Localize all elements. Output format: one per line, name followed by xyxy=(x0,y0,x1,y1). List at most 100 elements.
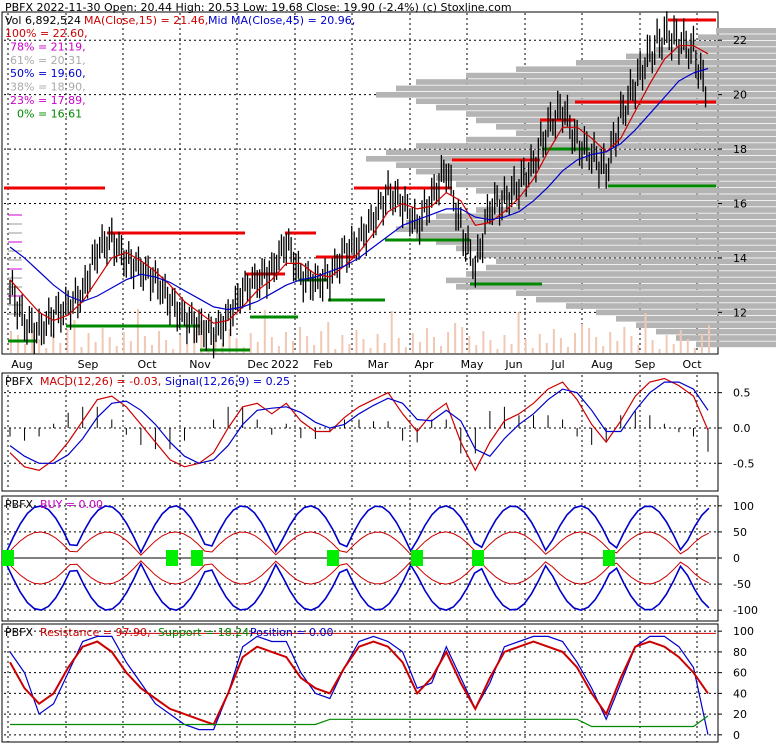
position-ytick-label-4: 20 xyxy=(733,708,747,721)
volume-profile-bar-3 xyxy=(656,47,776,53)
x-label-10: Jun xyxy=(504,358,522,371)
volume-bar-47 xyxy=(341,335,344,353)
volume-bar-25 xyxy=(186,344,189,353)
buy-text: BUY = 0.00 xyxy=(40,498,103,511)
volume-profile-bar-7 xyxy=(466,72,776,79)
volume-bar-70 xyxy=(503,335,506,353)
volume-bar-82 xyxy=(588,328,591,353)
volume-bar-38 xyxy=(277,346,280,353)
volume-bar-77 xyxy=(552,329,555,353)
volume-bar-23 xyxy=(172,349,175,353)
x-label-3: Nov xyxy=(189,358,211,371)
volume-bar-42 xyxy=(306,336,309,353)
volume-bar-11 xyxy=(87,333,90,353)
volume-profile-bar-26 xyxy=(496,194,776,200)
volume-profile-bar-45 xyxy=(616,316,776,322)
volume-bar-75 xyxy=(538,334,541,353)
resistance-text: Resistance = 97.90, xyxy=(40,626,150,639)
volume-profile-bar-32 xyxy=(416,232,776,239)
buy-ticker: PBFX xyxy=(5,498,34,511)
volume-profile-bar-1 xyxy=(698,34,776,40)
volume-bar-56 xyxy=(404,347,407,353)
volume-bar-39 xyxy=(284,332,287,353)
volume-profile-bar-10 xyxy=(376,92,776,98)
support-line xyxy=(10,715,709,728)
price-ytick-label-4: 20 xyxy=(733,89,747,102)
volume-profile-bar-43 xyxy=(566,303,776,309)
volume-bar-98 xyxy=(700,334,703,353)
volume-profile-bar-6 xyxy=(516,66,776,72)
volume-bar-74 xyxy=(531,348,534,353)
volume-bar-22 xyxy=(165,340,168,353)
volume-bar-46 xyxy=(334,349,337,353)
volume-bar-6 xyxy=(52,334,55,353)
volume-bar-21 xyxy=(158,331,161,353)
price-ytick-label-0: 12 xyxy=(733,306,747,319)
volume-profile-bar-35 xyxy=(476,252,776,258)
volume-bar-69 xyxy=(496,349,499,353)
buy-upper-band xyxy=(5,504,710,555)
volume-profile-bar-8 xyxy=(416,79,776,85)
volume-bar-53 xyxy=(383,343,386,353)
price-ytick-label-3: 18 xyxy=(733,143,747,156)
volume-profile-bar-21 xyxy=(396,162,776,168)
volume-bar-67 xyxy=(482,331,485,353)
resistance-line xyxy=(9,640,709,726)
volume-profile-bar-38 xyxy=(466,271,776,277)
buy-signal-mark-1 xyxy=(166,550,178,566)
volume-bar-19 xyxy=(143,336,146,353)
price-ytick-label-1: 14 xyxy=(733,252,747,265)
volume-profile-bar-34 xyxy=(456,245,776,252)
volume-bar-18 xyxy=(136,309,139,353)
volume-profile-bar-46 xyxy=(636,322,776,328)
position-line xyxy=(9,635,709,735)
volume-bar-8 xyxy=(66,329,69,353)
volume-bar-89 xyxy=(637,345,640,353)
volume-bar-27 xyxy=(200,321,203,353)
macd-ytick-label-0: 0.5 xyxy=(733,387,751,400)
volume-bar-59 xyxy=(425,328,428,353)
buy-ytick-label-4: -100 xyxy=(733,604,758,617)
position-panel: 100 80 60 40 20 0 PBFX Resistance = 97.90, Su… xyxy=(1,623,754,743)
volume-bar-17 xyxy=(129,341,132,353)
volume-bar-5 xyxy=(45,348,48,353)
volume-bar-79 xyxy=(566,347,569,353)
price-ytick-label-2: 16 xyxy=(733,197,747,210)
volume-bar-65 xyxy=(468,336,471,353)
volume-bar-1 xyxy=(17,335,20,353)
buy-panel: 100 50 0 -50 -100 PBFX BUY = 0.00 xyxy=(1,495,758,622)
buy-signal-mark-0 xyxy=(2,550,14,566)
position-panel-frame xyxy=(1,623,719,743)
volume-profile-bar-36 xyxy=(496,258,776,264)
volume-profile-bar-18 xyxy=(416,143,776,149)
volume-bar-9 xyxy=(73,320,76,353)
volume-bar-78 xyxy=(559,338,562,353)
volume-profile-bar-42 xyxy=(536,296,776,303)
volume-profile-bar-0 xyxy=(716,28,776,34)
volume-bar-84 xyxy=(602,346,605,353)
volume-bar-86 xyxy=(616,341,619,353)
volume-bar-72 xyxy=(517,312,520,353)
volume-bar-50 xyxy=(362,339,365,353)
volume-profile-bar-28 xyxy=(476,207,776,213)
x-label-7: Mar xyxy=(368,358,389,371)
position-ytick-label-3: 40 xyxy=(733,687,747,700)
volume-bar-62 xyxy=(447,332,450,353)
volume-bar-85 xyxy=(609,332,612,353)
buy-ytick-label-3: -50 xyxy=(733,578,751,591)
buy-signal-mark-5 xyxy=(472,550,484,566)
x-label-4: Dec xyxy=(247,358,268,371)
volume-bar-95 xyxy=(679,330,682,353)
volume-bar-57 xyxy=(411,333,414,353)
volume-profile-bar-37 xyxy=(486,264,776,271)
volume-bar-68 xyxy=(489,340,492,353)
fib-label-0: 100% = 22.60, xyxy=(5,27,88,40)
macd-ticker: PBFX xyxy=(5,375,34,388)
position-ytick-label-0: 100 xyxy=(733,625,754,638)
volume-bar-94 xyxy=(672,344,675,353)
volume-profile-bar-49 xyxy=(696,341,776,348)
volume-profile-bar-24 xyxy=(456,181,776,188)
volume-profile-bar-25 xyxy=(476,188,776,194)
volume-bar-87 xyxy=(623,327,626,353)
